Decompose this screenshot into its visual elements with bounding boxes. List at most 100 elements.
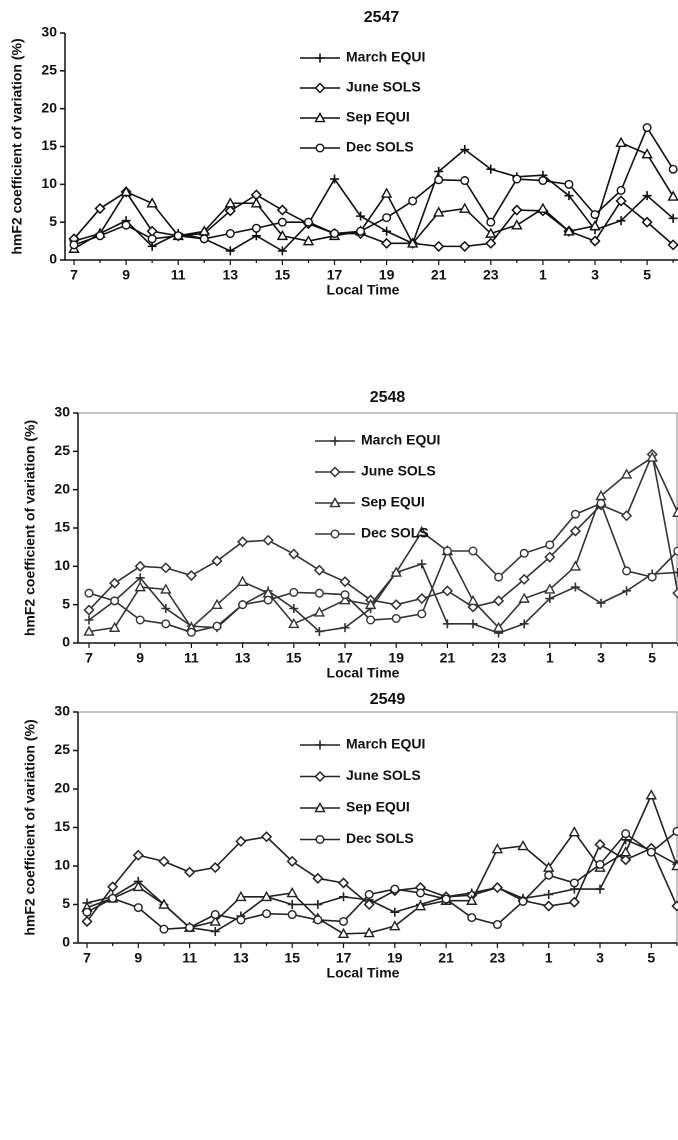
marker: [569, 878, 579, 888]
marker: [434, 166, 444, 176]
marker: [616, 185, 626, 195]
marker: [596, 498, 606, 508]
x-tick-label: 13: [233, 950, 249, 966]
marker: [671, 860, 678, 871]
chart-title: 2549: [370, 691, 406, 708]
marker: [121, 220, 131, 230]
marker: [133, 903, 143, 913]
legend-marker: [315, 740, 325, 750]
x-tick-label: 5: [643, 267, 651, 283]
marker: [390, 884, 400, 894]
marker: [147, 234, 157, 244]
marker: [289, 604, 299, 613]
marker: [286, 887, 298, 898]
marker: [491, 881, 503, 894]
marker: [545, 540, 555, 550]
marker: [511, 204, 523, 216]
marker: [621, 510, 633, 522]
marker: [83, 604, 95, 616]
y-tick-label: 10: [54, 857, 70, 873]
marker: [160, 583, 172, 594]
marker: [356, 211, 366, 221]
marker: [545, 594, 555, 604]
legend-label: June SOLS: [346, 79, 421, 95]
x-tick-label: 11: [171, 267, 186, 283]
marker: [646, 451, 658, 462]
y-tick-label: 5: [62, 595, 70, 611]
marker: [622, 586, 632, 596]
marker: [287, 900, 297, 909]
marker: [132, 880, 144, 892]
marker: [209, 861, 221, 874]
marker: [619, 846, 632, 857]
marker: [441, 585, 453, 597]
marker: [302, 235, 315, 246]
x-tick-label: 17: [327, 267, 343, 283]
marker: [224, 197, 236, 208]
marker: [442, 619, 452, 629]
marker: [314, 588, 324, 598]
marker: [108, 893, 118, 903]
y-tick-label: 10: [41, 175, 57, 191]
x-tick-label: 1: [546, 650, 554, 666]
marker: [134, 560, 146, 572]
marker: [518, 573, 530, 585]
marker: [390, 566, 402, 577]
legend-label: June SOLS: [346, 767, 421, 783]
marker: [235, 835, 247, 847]
y-tick-label: 15: [54, 519, 70, 535]
x-tick-label: 7: [83, 950, 91, 966]
marker: [391, 613, 401, 623]
marker: [544, 551, 556, 563]
marker: [594, 838, 606, 851]
marker: [340, 623, 350, 633]
marker: [69, 240, 79, 250]
marker: [460, 145, 470, 155]
marker: [276, 204, 288, 216]
x-tick-label: 19: [379, 267, 395, 283]
series-line: [88, 502, 678, 634]
marker: [313, 564, 325, 576]
y-tick-label: 15: [54, 818, 70, 834]
marker: [416, 525, 428, 537]
marker: [337, 877, 350, 889]
x-axis-label: Local Time: [327, 965, 400, 981]
marker: [184, 866, 196, 878]
marker: [615, 195, 627, 207]
marker: [286, 855, 298, 867]
marker: [519, 548, 529, 558]
marker: [330, 174, 339, 184]
series-line: [88, 456, 678, 633]
marker: [250, 197, 263, 208]
marker: [186, 627, 196, 637]
legend-marker: [329, 466, 341, 478]
legend-marker: [330, 529, 340, 539]
marker: [408, 196, 418, 206]
marker: [313, 900, 323, 909]
marker: [209, 915, 221, 926]
y-tick-label: 20: [41, 99, 57, 115]
legend-label: June SOLS: [361, 463, 436, 479]
marker: [672, 587, 678, 599]
marker: [363, 898, 375, 911]
marker: [313, 915, 323, 925]
legend-marker: [315, 53, 325, 63]
marker: [236, 915, 246, 925]
marker: [146, 197, 158, 208]
x-tick-label: 11: [182, 950, 197, 966]
legend-label: Sep EQUI: [361, 494, 425, 510]
marker: [672, 826, 678, 836]
legend-marker: [314, 770, 326, 783]
marker: [262, 534, 274, 546]
series-line: [73, 141, 674, 250]
marker: [390, 907, 400, 917]
marker: [667, 239, 678, 251]
x-tick-label: 13: [235, 650, 251, 666]
marker: [486, 164, 496, 174]
y-tick-label: 25: [54, 442, 70, 458]
marker: [95, 231, 105, 241]
marker: [486, 217, 496, 227]
x-tick-label: 3: [597, 650, 605, 666]
legend-marker: [314, 82, 326, 94]
marker: [595, 884, 605, 894]
